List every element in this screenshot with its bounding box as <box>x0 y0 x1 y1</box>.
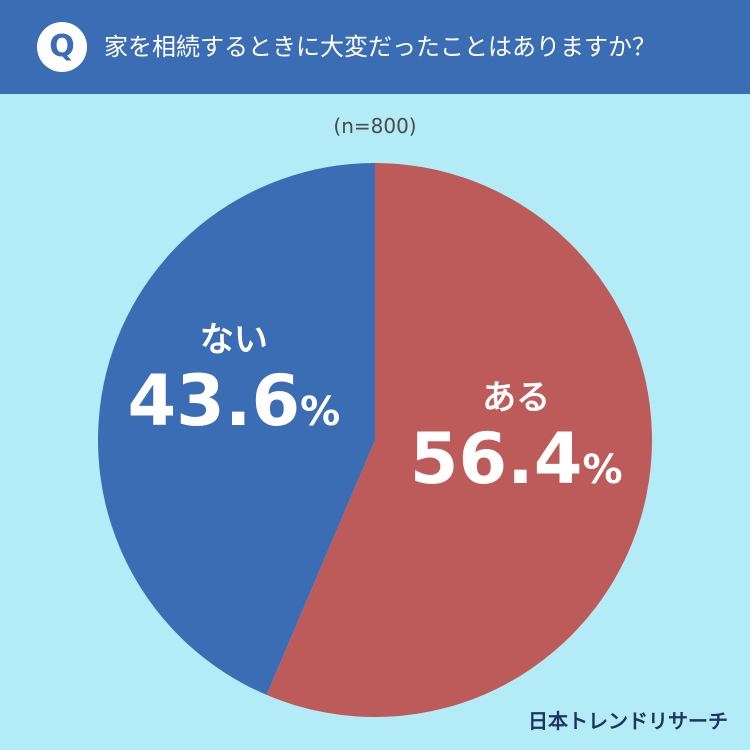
question-title: 家を相続するときに大変だったことはありますか？ <box>104 33 656 61</box>
q-badge-icon: Q <box>37 22 87 72</box>
slice-label-aru: ある <box>482 378 550 418</box>
slice-label-nai: ない <box>200 320 268 360</box>
slice-value-nai: 43.6% <box>127 360 340 442</box>
pie-slice-nai <box>97 162 375 695</box>
sample-size-label: (n=800) <box>333 114 417 138</box>
question-header: Q 家を相続するときに大変だったことはありますか？ <box>0 0 750 94</box>
pie-slice-aru <box>266 163 652 717</box>
slice-value-aru: 56.4% <box>410 418 623 500</box>
brand-logo-text: 日本トレンドリサーチ <box>528 709 728 733</box>
